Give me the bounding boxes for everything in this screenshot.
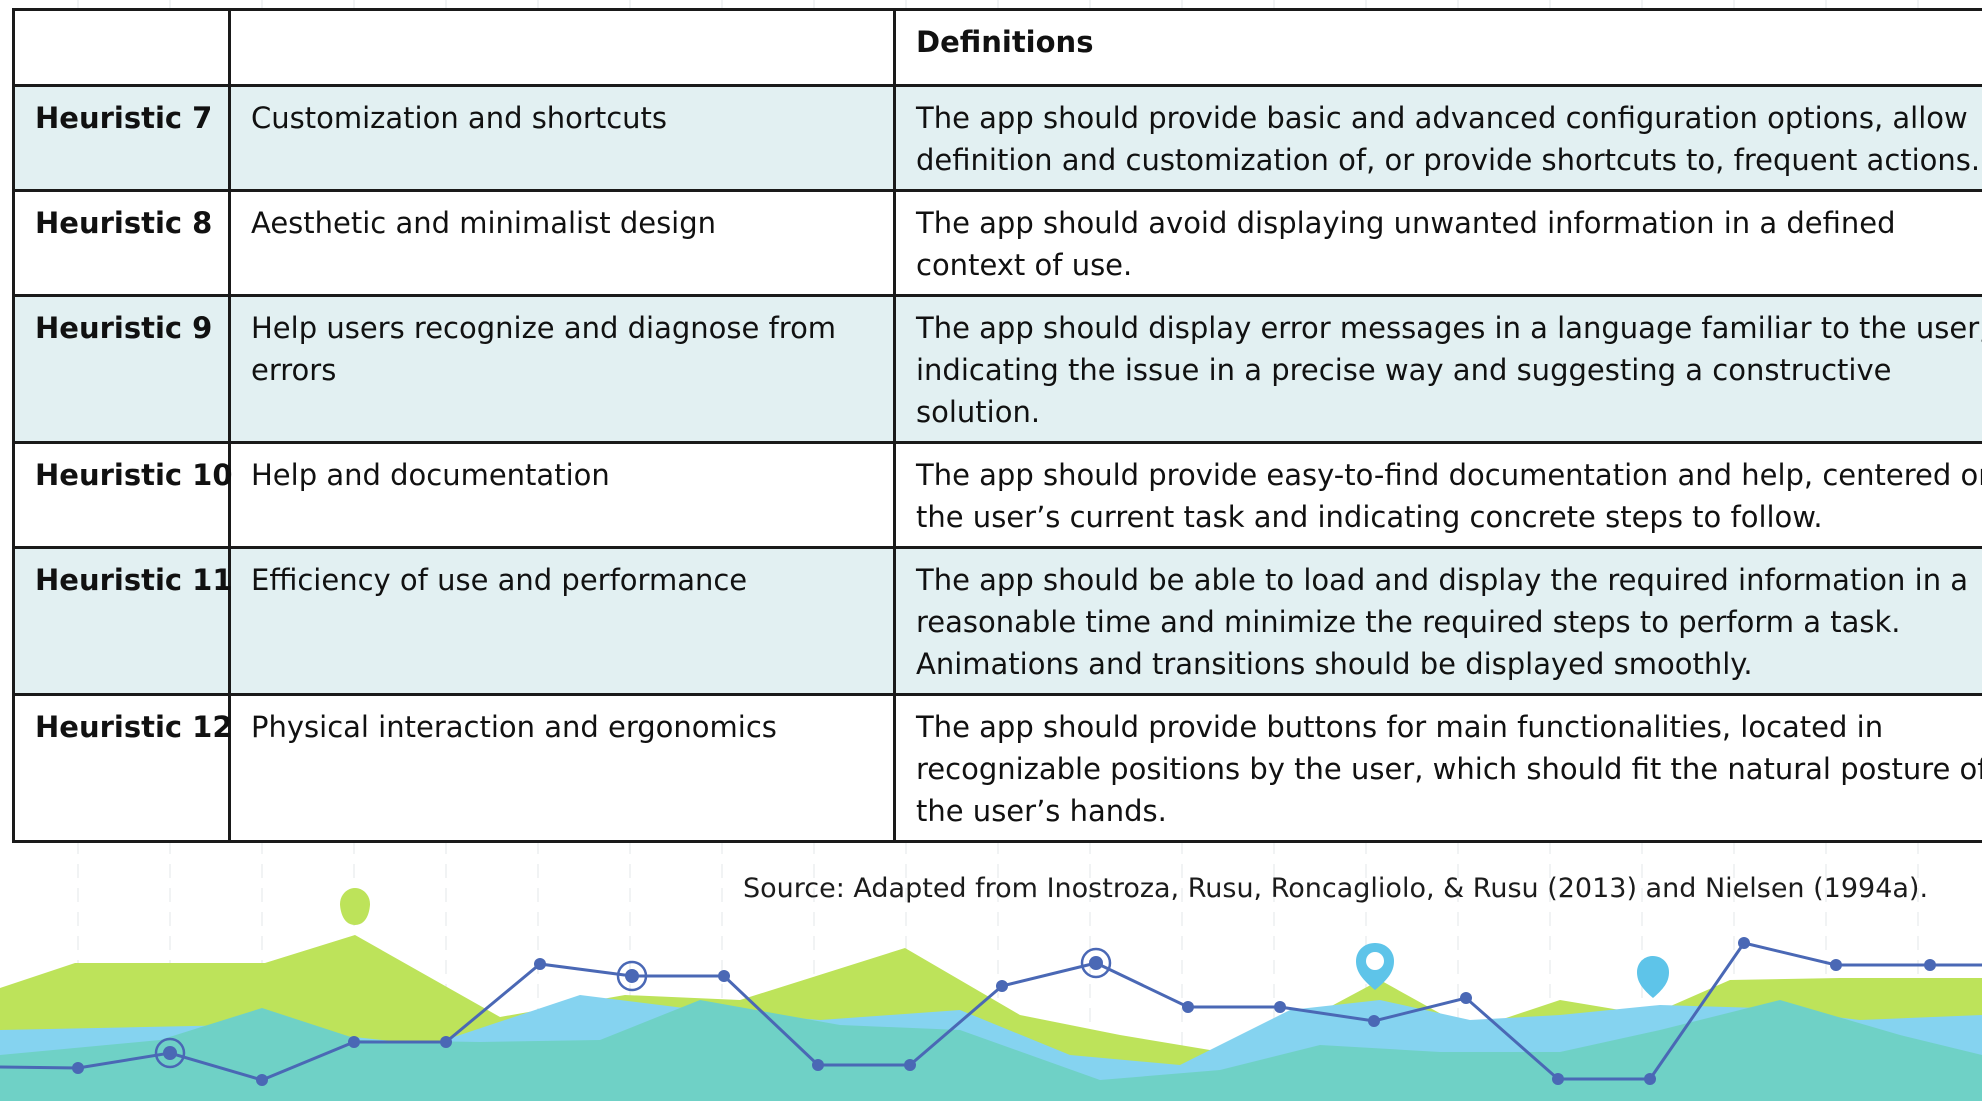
heuristic-name: Customization and shortcuts — [228, 84, 896, 192]
heuristic-id: Heuristic 12 — [12, 693, 233, 843]
trend-line-points — [72, 937, 1936, 1086]
header-cell-definitions: Definitions — [893, 8, 1982, 87]
map-pin-green-icon — [340, 888, 370, 925]
heuristic-name: Aesthetic and minimalist design — [228, 189, 896, 297]
source-note: Source: Adapted from Inostroza, Rusu, Ro… — [743, 873, 1929, 904]
header-cell-id — [12, 8, 231, 87]
heuristic-id: Heuristic 11 — [12, 546, 233, 696]
heuristic-definition: The app should provide easy-to-find docu… — [893, 441, 1982, 549]
heuristic-name: Efficiency of use and performance — [228, 546, 896, 696]
map-pin-blue-icon — [1637, 956, 1669, 998]
table-header-row: Definitions — [12, 8, 1982, 87]
teal-hills — [0, 1000, 1982, 1101]
trend-line-rings — [154, 947, 1112, 1069]
heuristic-name: Physical interaction and ergonomics — [228, 693, 896, 843]
heuristic-definition: The app should display error messages in… — [893, 294, 1982, 444]
heuristic-definition: The app should provide basic and advance… — [893, 84, 1982, 192]
heuristic-id: Heuristic 7 — [12, 84, 231, 192]
decorative-landscape — [0, 888, 1982, 1101]
table-row: Heuristic 8 Aesthetic and minimalist des… — [12, 189, 1982, 297]
heuristic-id: Heuristic 10 — [12, 441, 233, 549]
map-pin-outline-blue-icon — [1356, 943, 1394, 990]
table-row: Heuristic 7 Customization and shortcuts … — [12, 84, 1982, 192]
heuristic-name: Help users recognize and diagnose from e… — [228, 294, 896, 444]
table-row: Heuristic 12 Physical interaction and er… — [12, 693, 1982, 843]
heuristic-id: Heuristic 8 — [12, 189, 231, 297]
table-row: Heuristic 11 Efficiency of use and perfo… — [12, 546, 1982, 696]
heuristic-name: Help and documentation — [228, 441, 896, 549]
header-cell-name — [228, 8, 896, 87]
heuristics-table: Definitions Heuristic 7 Customization an… — [12, 8, 1982, 843]
table-row: Heuristic 10 Help and documentation The … — [12, 441, 1982, 549]
heuristic-id: Heuristic 9 — [12, 294, 231, 444]
heuristic-definition: The app should avoid displaying unwanted… — [893, 189, 1982, 297]
heuristic-definition: The app should be able to load and displ… — [893, 546, 1982, 696]
table-row: Heuristic 9 Help users recognize and dia… — [12, 294, 1982, 444]
heuristic-definition: The app should provide buttons for main … — [893, 693, 1982, 843]
